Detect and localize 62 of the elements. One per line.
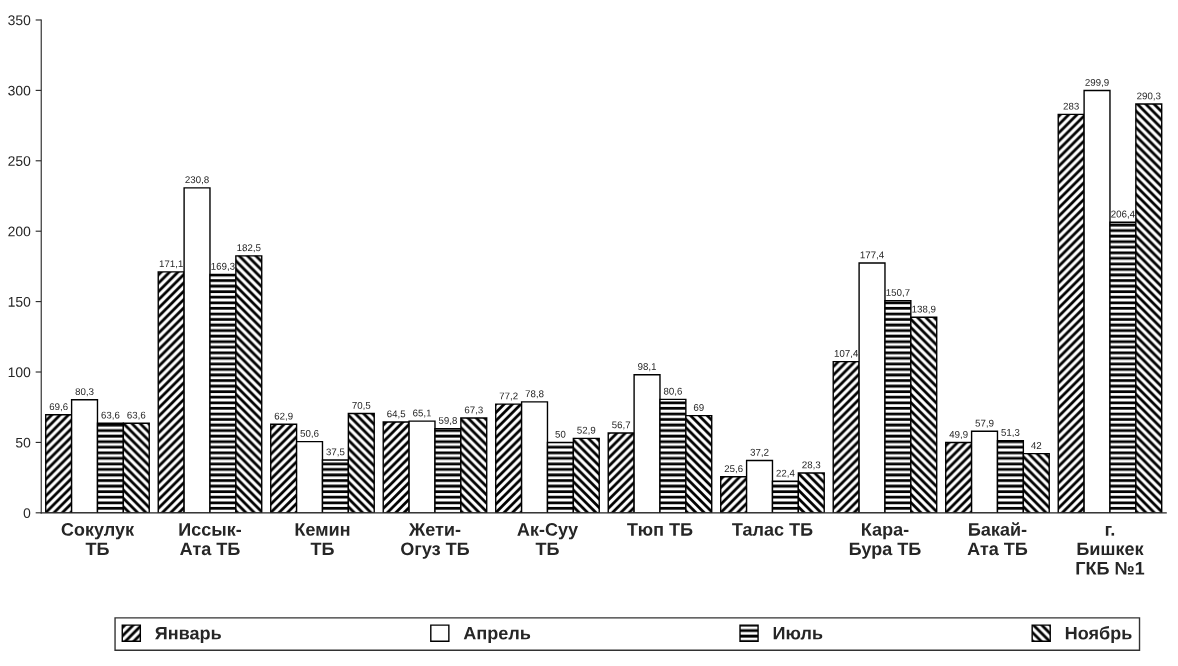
data-label: 177,4 [860, 251, 884, 260]
legend-label: Июль [773, 626, 823, 640]
data-label: 77,2 [499, 392, 518, 401]
data-label: 51,3 [1001, 429, 1020, 438]
data-label: 169,3 [211, 262, 235, 271]
data-label: 299,9 [1085, 78, 1109, 87]
y-tick-label: 150 [8, 296, 31, 307]
data-label: 37,2 [750, 448, 769, 457]
data-label: 49,9 [949, 430, 968, 439]
data-label: 28,3 [802, 461, 821, 470]
y-tick-label: 300 [8, 85, 31, 96]
data-label: 80,6 [663, 387, 682, 396]
data-label: 42 [1031, 442, 1042, 449]
data-label: 56,7 [612, 421, 631, 430]
x-tick-label: Тюп ТБ [627, 523, 693, 536]
data-label: 230,8 [185, 176, 209, 185]
data-label: 182,5 [237, 244, 261, 253]
data-label: 171,1 [159, 260, 183, 269]
data-label: 59,8 [438, 417, 457, 426]
data-label: 98,1 [638, 363, 657, 372]
data-label: 62,9 [274, 412, 293, 421]
data-label: 283 [1063, 102, 1079, 110]
x-tick-label: Иссык- Ата ТБ [179, 523, 242, 556]
data-label: 22,4 [776, 469, 795, 478]
data-label: 150,7 [886, 289, 910, 298]
x-tick-label: Бакай- Ата ТБ [967, 522, 1028, 556]
y-tick-label: 200 [8, 226, 31, 237]
x-tick-label: Ак-Суу ТБ [517, 523, 578, 556]
legend-label: Январь [155, 626, 221, 644]
data-label: 69,6 [49, 403, 68, 412]
data-label: 107,4 [834, 350, 859, 359]
y-tick-label: 250 [8, 156, 31, 166]
data-label: 64,5 [387, 410, 406, 419]
y-tick-label: 0 [23, 508, 31, 518]
x-tick-label: Талас ТБ [732, 523, 813, 536]
x-tick-label: г. Бишкек ГКБ №1 [1076, 526, 1145, 575]
data-label: 65,1 [413, 409, 432, 418]
data-label: 63,6 [127, 411, 146, 420]
y-tick-label: 100 [8, 367, 31, 378]
data-label: 37,5 [326, 448, 345, 457]
data-label: 206,4 [1111, 210, 1135, 219]
legend-label: Апрель [463, 626, 531, 644]
x-tick-label: Жети- Огуз ТБ [401, 523, 470, 559]
y-tick-label: 350 [8, 15, 31, 26]
data-label: 80,3 [75, 388, 94, 397]
data-label: 57,9 [975, 419, 994, 428]
x-tick-label: Кара- Бура ТБ [849, 523, 921, 559]
data-label: 25,6 [724, 465, 743, 474]
data-label: 70,5 [352, 401, 371, 410]
data-label: 67,3 [464, 406, 483, 415]
legend-label: Ноябрь [1065, 626, 1132, 644]
data-label: 63,6 [101, 411, 120, 420]
x-tick-label: Сокулук ТБ [61, 523, 135, 556]
x-tick-label: Кемин ТБ [295, 523, 350, 556]
data-label: 78,8 [525, 390, 544, 399]
data-label: 69 [693, 404, 704, 411]
data-label: 50 [555, 430, 566, 438]
data-label: 50,6 [300, 429, 319, 439]
data-label: 138,9 [912, 305, 936, 314]
data-label: 52,9 [577, 426, 596, 435]
y-tick-label: 50 [15, 437, 31, 448]
data-label: 290,3 [1137, 92, 1161, 101]
